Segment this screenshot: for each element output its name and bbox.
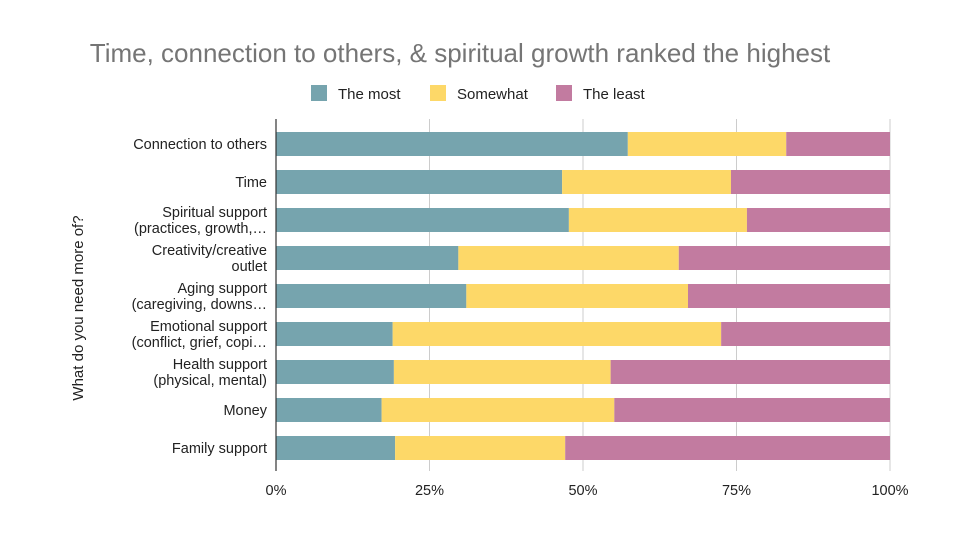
bar-segment (562, 170, 731, 194)
category-label: Money (223, 403, 267, 419)
bar-segment (721, 322, 890, 346)
legend-swatch (311, 85, 327, 101)
bar-segment (458, 246, 679, 270)
legend-label: The most (338, 86, 401, 103)
bar-segment (276, 132, 628, 156)
bar-segment (730, 170, 890, 194)
x-tick-label: 25% (415, 483, 444, 499)
bar-segment (614, 398, 890, 422)
category-label: Aging support (caregiving, downs… (132, 281, 267, 313)
legend-label: The least (583, 86, 646, 103)
bars (276, 132, 890, 460)
bar-segment (276, 398, 382, 422)
bar-segment (568, 208, 747, 232)
x-tick-label: 100% (871, 483, 908, 499)
bar-segment (610, 360, 890, 384)
x-tick-labels: 0% 25% 50% 75% 100% (266, 483, 909, 499)
category-label: Creativity/creative outlet (152, 243, 267, 275)
bar-segment (276, 360, 394, 384)
legend-swatch (430, 85, 446, 101)
x-tick-label: 0% (266, 483, 287, 499)
category-label: Family support (172, 441, 267, 457)
bar-segment (395, 436, 566, 460)
y-axis-title: What do you need more of? (70, 215, 87, 400)
bar-segment (746, 208, 890, 232)
bar-segment (786, 132, 890, 156)
category-label: Health support (physical, mental) (153, 357, 267, 389)
x-tick-label: 75% (722, 483, 751, 499)
bar-segment (276, 170, 563, 194)
category-label: Emotional support (conflict, grief, copi… (132, 319, 267, 351)
bar-segment (687, 284, 890, 308)
category-label: Connection to others (133, 137, 267, 153)
legend: The most Somewhat The least (311, 85, 646, 103)
bar-segment (627, 132, 787, 156)
legend-label: Somewhat (457, 86, 529, 103)
bar-segment (392, 322, 722, 346)
bar-segment (565, 436, 890, 460)
category-labels: Connection to others Time Spiritual suppor… (132, 137, 268, 457)
bar-segment (381, 398, 615, 422)
category-label: Time (235, 175, 267, 191)
bar-segment (276, 436, 396, 460)
category-label: Spiritual support (practices, growth,… (134, 205, 267, 237)
bar-segment (276, 322, 393, 346)
bar-segment (276, 284, 467, 308)
bar-segment (393, 360, 611, 384)
x-tick-label: 50% (568, 483, 597, 499)
bar-segment (678, 246, 890, 270)
bar-segment (276, 208, 569, 232)
bar-segment (466, 284, 688, 308)
chart-title: Time, connection to others, & spiritual … (90, 38, 831, 68)
legend-swatch (556, 85, 572, 101)
bar-segment (276, 246, 459, 270)
